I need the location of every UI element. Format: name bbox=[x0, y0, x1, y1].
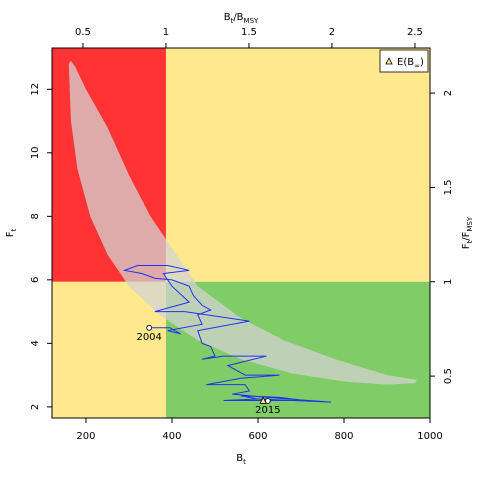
legend-label: E(B∞) bbox=[397, 57, 424, 70]
y2-tick-label: 1 bbox=[443, 279, 454, 285]
y-tick-label: 6 bbox=[30, 277, 41, 283]
x2-tick-label: 2.5 bbox=[407, 27, 423, 38]
x2-axis-label-part: MSY bbox=[244, 17, 259, 25]
legend-label-part: ) bbox=[420, 57, 424, 68]
y-tick-label: 12 bbox=[30, 83, 41, 96]
legend-label-part: ∞ bbox=[414, 62, 420, 70]
y-axis-label-part: t bbox=[10, 228, 18, 231]
confidence-region bbox=[68, 60, 418, 385]
x-tick-label: 800 bbox=[334, 431, 353, 442]
y-tick-label: 4 bbox=[30, 340, 41, 346]
trajectory-line bbox=[122, 265, 332, 403]
legend-box bbox=[379, 49, 429, 73]
equilibrium-marker bbox=[259, 396, 267, 404]
x-tick-label: 400 bbox=[162, 431, 181, 442]
quadrant-yellow bbox=[52, 281, 166, 418]
x2-tick-label: 1.5 bbox=[241, 27, 257, 38]
x2-tick-label: 0.5 bbox=[75, 27, 91, 38]
y2-axis-label-part: t bbox=[466, 240, 474, 243]
x2-tick-label: 2 bbox=[329, 27, 335, 38]
y2-tick-label: 2 bbox=[443, 90, 454, 96]
y2-axis-label: Ft/FMSY bbox=[461, 216, 474, 249]
legend-symbol bbox=[385, 57, 393, 65]
y2-axis-label-part: /F bbox=[461, 231, 472, 240]
x-tick-label: 600 bbox=[248, 431, 267, 442]
legend-label-part: E(B bbox=[397, 57, 414, 68]
year-label: 2015 bbox=[255, 405, 280, 416]
y-tick-label: 8 bbox=[30, 213, 41, 219]
x-axis-label-part: B bbox=[236, 453, 243, 464]
x-tick-label: 1000 bbox=[417, 431, 442, 442]
year-label: 2004 bbox=[136, 332, 161, 343]
x2-tick-label: 1 bbox=[163, 27, 169, 38]
x2-axis-label-part: B bbox=[224, 12, 231, 23]
y2-tick-label: 1.5 bbox=[443, 179, 454, 195]
y2-axis-label-part: MSY bbox=[466, 216, 474, 231]
y2-tick-label: 0.5 bbox=[443, 368, 454, 384]
y-tick-label: 2 bbox=[30, 404, 41, 410]
x-axis-label-part: t bbox=[243, 458, 246, 466]
x-axis-label: Bt bbox=[236, 453, 246, 466]
y2-axis-label-part: F bbox=[461, 243, 472, 249]
quadrant-yellow bbox=[165, 48, 431, 282]
y-tick-label: 10 bbox=[30, 146, 41, 159]
year-marker bbox=[146, 324, 153, 331]
y-axis-label-part: F bbox=[5, 231, 16, 237]
plot-frame bbox=[51, 47, 431, 419]
x2-axis-label-part: /B bbox=[233, 12, 243, 23]
y-axis-label: Ft bbox=[5, 228, 18, 237]
x2-axis-label-part: t bbox=[231, 17, 234, 25]
x2-axis-label: Bt/BMSY bbox=[224, 12, 259, 25]
year-marker bbox=[264, 397, 271, 404]
x-tick-label: 200 bbox=[76, 431, 95, 442]
